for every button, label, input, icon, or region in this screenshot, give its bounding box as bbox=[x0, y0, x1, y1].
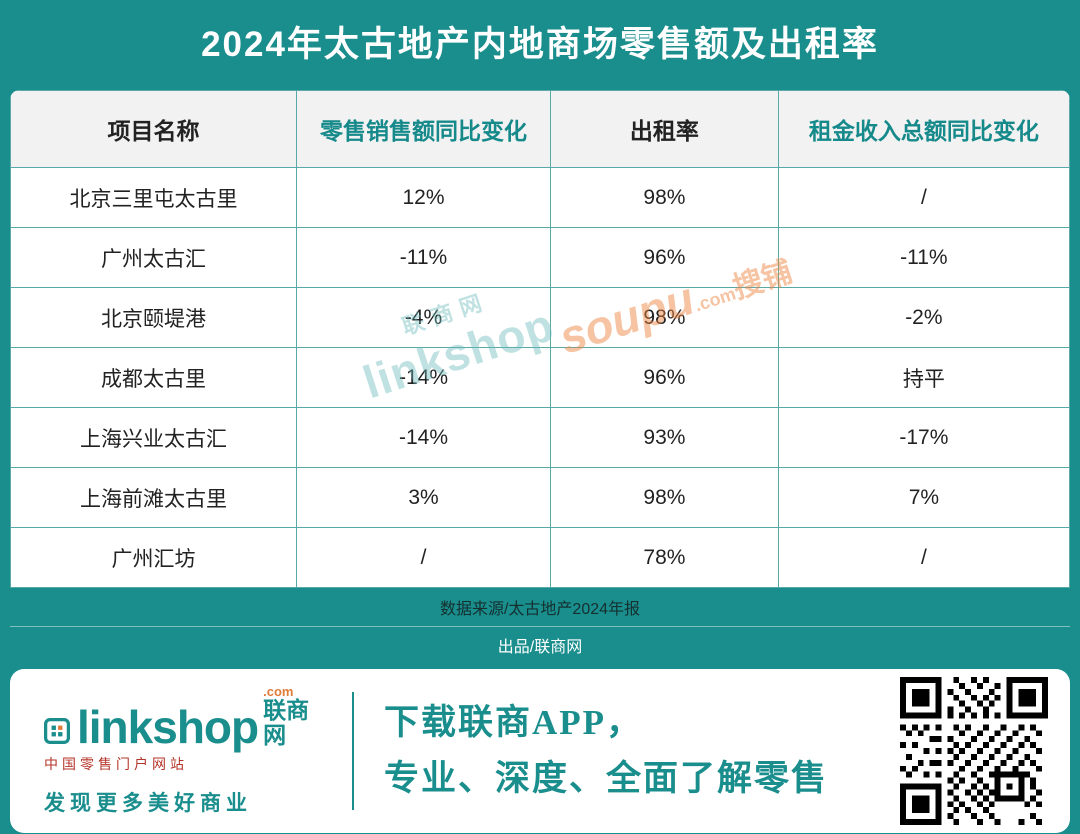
data-table: 项目名称 零售销售额同比变化 出租率 租金收入总额同比变化 北京三里屯太古里 1… bbox=[10, 90, 1070, 588]
cell-project-name: 成都太古里 bbox=[10, 347, 297, 408]
cell-project-name: 广州太古汇 bbox=[10, 227, 297, 288]
cell-rent-change: -2% bbox=[777, 287, 1070, 348]
cell-retail-change: 12% bbox=[295, 167, 552, 228]
cell-project-name: 北京三里屯太古里 bbox=[10, 167, 297, 228]
cell-retail-change: / bbox=[295, 527, 552, 588]
table-row: 北京颐堤港 -4% 98% -2% bbox=[10, 287, 1070, 348]
cell-rent-change: 持平 bbox=[777, 347, 1070, 408]
table-row: 上海前滩太古里 3% 98% 7% bbox=[10, 467, 1070, 528]
linkshop-logo-text: linkshop bbox=[77, 700, 259, 753]
cell-retail-change: -11% bbox=[295, 227, 552, 288]
column-header-retail-change: 零售销售额同比变化 bbox=[295, 90, 552, 168]
column-header-occupancy: 出租率 bbox=[550, 90, 779, 168]
cell-occupancy: 96% bbox=[550, 347, 779, 408]
qr-code bbox=[900, 677, 1048, 825]
cell-rent-change: / bbox=[777, 167, 1070, 228]
linkshop-logo: linkshop .com 联商网 中国零售门户网站 发现更多美好商业 bbox=[44, 685, 322, 818]
linkshop-slogan: 发现更多美好商业 bbox=[44, 792, 252, 816]
cell-rent-change: -17% bbox=[777, 407, 1070, 468]
cell-retail-change: -14% bbox=[295, 347, 552, 408]
cell-project-name: 广州汇坊 bbox=[10, 527, 297, 588]
cell-occupancy: 98% bbox=[550, 287, 779, 348]
cell-occupancy: 96% bbox=[550, 227, 779, 288]
table-row: 成都太古里 -14% 96% 持平 bbox=[10, 347, 1070, 408]
promo-line-2: 专业、深度、全面了解零售 bbox=[384, 759, 829, 798]
table-card: 项目名称 零售销售额同比变化 出租率 租金收入总额同比变化 北京三里屯太古里 1… bbox=[10, 90, 1070, 588]
cell-rent-change: 7% bbox=[777, 467, 1070, 528]
table-row: 广州汇坊 / 78% / bbox=[10, 527, 1070, 588]
cell-occupancy: 93% bbox=[550, 407, 779, 468]
table-row: 广州太古汇 -11% 96% -11% bbox=[10, 227, 1070, 288]
data-source-note: 数据来源/太古地产2024年报 bbox=[10, 588, 1070, 627]
vertical-divider bbox=[352, 692, 354, 810]
cell-project-name: 上海前滩太古里 bbox=[10, 467, 297, 528]
table-row: 北京三里屯太古里 12% 98% / bbox=[10, 167, 1070, 228]
promo-text: 下载联商APP， 专业、深度、全面了解零售 bbox=[384, 695, 890, 807]
cell-project-name: 上海兴业太古汇 bbox=[10, 407, 297, 468]
linkshop-logo-com: .com bbox=[263, 683, 294, 699]
branding-footer: linkshop .com 联商网 中国零售门户网站 发现更多美好商业 下载联商… bbox=[10, 669, 1070, 833]
cell-retail-change: -4% bbox=[295, 287, 552, 348]
cell-retail-change: -14% bbox=[295, 407, 552, 468]
linkshop-logo-subtitle: 中国零售门户网站 bbox=[44, 756, 188, 773]
cell-occupancy: 98% bbox=[550, 467, 779, 528]
cell-retail-change: 3% bbox=[295, 467, 552, 528]
cell-rent-change: / bbox=[777, 527, 1070, 588]
header-row: 项目名称 零售销售额同比变化 出租率 租金收入总额同比变化 bbox=[10, 90, 1070, 168]
producer-note: 出品/联商网 bbox=[497, 639, 583, 656]
page-title: 2024年太古地产内地商场零售额及出租率 bbox=[201, 25, 879, 64]
column-header-rent-change: 租金收入总额同比变化 bbox=[777, 90, 1070, 168]
cell-occupancy: 78% bbox=[550, 527, 779, 588]
column-header-project: 项目名称 bbox=[10, 90, 297, 168]
cell-occupancy: 98% bbox=[550, 167, 779, 228]
linkshop-logo-cn: 联商网 bbox=[263, 696, 310, 748]
cell-project-name: 北京颐堤港 bbox=[10, 287, 297, 348]
table-row: 上海兴业太古汇 -14% 93% -17% bbox=[10, 407, 1070, 468]
cell-rent-change: -11% bbox=[777, 227, 1070, 288]
linkshop-logo-icon bbox=[44, 718, 70, 745]
promo-line-1: 下载联商APP， bbox=[384, 703, 644, 742]
